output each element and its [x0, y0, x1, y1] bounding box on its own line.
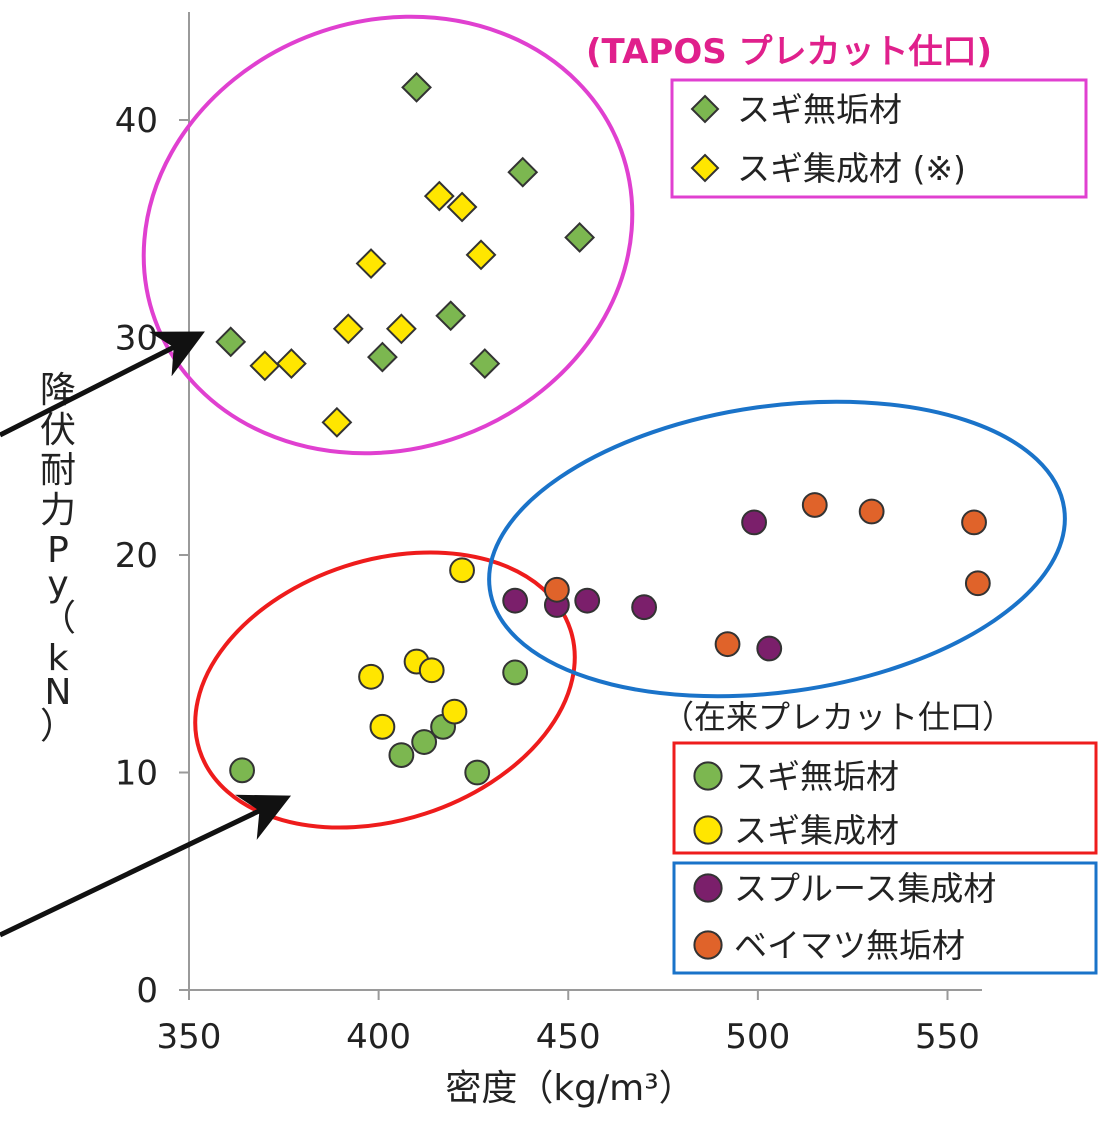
y-axis-label-char: P — [47, 530, 69, 571]
data-point-circle — [858, 498, 885, 525]
data-point-diamond — [215, 326, 247, 358]
data-point-diamond — [423, 180, 455, 212]
data-point-diamond — [321, 406, 353, 438]
legend-entry-label: スギ集成材 — [734, 811, 899, 850]
legend-box-imported — [672, 861, 1098, 975]
x-ticks: 350 400 450 500 550 — [157, 990, 980, 1057]
legend-box-sugi — [672, 741, 1098, 855]
data-point-diamond — [507, 156, 539, 188]
y-axis-label-char: 耐 — [40, 450, 76, 491]
y-axis-label-char: 力 — [40, 490, 76, 531]
data-point-circle — [369, 713, 396, 740]
data-point-circle — [502, 659, 529, 686]
legend-marker — [693, 873, 723, 903]
data-point-diamond — [385, 313, 417, 345]
y-ticks: 0 10 20 30 40 — [115, 101, 189, 1011]
y-tick-label: 30 — [115, 319, 158, 359]
legend-marker — [690, 94, 720, 124]
data-point-diamond — [401, 71, 432, 103]
conventional-sugi-ellipse — [193, 550, 577, 830]
y-tick-label: 20 — [115, 536, 158, 576]
data-point-circle — [449, 557, 475, 584]
data-point-circle — [411, 729, 438, 755]
data-point-circle — [964, 570, 991, 597]
data-point-diamond — [564, 222, 596, 253]
spruce-beimatsu-ellipse — [487, 399, 1067, 699]
legend-entry-label: スギ集成材 (※) — [737, 149, 966, 188]
x-tick-label: 550 — [915, 1017, 980, 1057]
x-tick-label: 400 — [346, 1017, 411, 1057]
data-point-circle — [441, 698, 468, 725]
x-tick-label: 350 — [157, 1017, 222, 1057]
data-point-circle — [502, 587, 529, 614]
data-point-circle — [464, 759, 491, 786]
data-point-diamond — [446, 191, 478, 223]
x-tick-label: 500 — [725, 1017, 790, 1057]
annotation-arrow-lower — [0, 794, 292, 938]
legend-heading-conventional: （在来プレカット仕口） — [662, 698, 1014, 736]
data-point-diamond — [465, 239, 497, 271]
annotation-arrow-upper — [0, 331, 205, 438]
data-point-circle — [418, 657, 445, 684]
data-points — [215, 71, 991, 786]
tapos-group-ellipse — [141, 14, 635, 456]
legend-marker — [693, 930, 723, 960]
data-point-circle — [229, 757, 255, 784]
legend-marker — [690, 153, 720, 183]
legend-marker — [693, 761, 723, 791]
legend-marker — [693, 815, 723, 845]
data-point-diamond — [355, 248, 387, 279]
legend-entry-label: ベイマツ無垢材 — [734, 926, 965, 965]
y-axis-label-char: y — [47, 564, 68, 605]
y-axis-label-char: N — [45, 672, 72, 713]
data-point-diamond — [275, 348, 307, 380]
legend-heading-tapos: (TAPOS プレカット仕口) — [586, 32, 992, 72]
x-tick-label: 450 — [536, 1017, 601, 1057]
data-point-circle — [741, 509, 767, 536]
legend-entry-label: スギ無垢材 — [734, 757, 899, 796]
y-tick-label: 10 — [115, 754, 158, 794]
y-axis-label-char: （ — [40, 598, 76, 639]
data-point-diamond — [332, 313, 364, 345]
data-point-circle — [961, 509, 987, 536]
y-tick-label: 0 — [136, 971, 158, 1011]
data-point-diamond — [435, 300, 467, 332]
legend-box-tapos — [670, 78, 1088, 199]
y-tick-label: 40 — [115, 101, 158, 141]
y-axis-label-char: 伏 — [40, 410, 76, 451]
x-axis-label: 密度（kg/m³） — [445, 1068, 694, 1109]
legend-entry-label: スギ無垢材 — [737, 90, 902, 129]
y-axis-label-char: k — [48, 638, 69, 679]
data-point-diamond — [469, 348, 501, 380]
y-axis-label-char: ） — [40, 706, 76, 747]
data-point-circle — [714, 631, 741, 658]
data-point-circle — [631, 594, 657, 621]
data-point-circle — [801, 492, 828, 518]
data-point-circle — [543, 576, 570, 603]
data-point-circle — [574, 587, 601, 614]
data-point-circle — [388, 742, 415, 768]
data-point-diamond — [367, 341, 398, 373]
data-point-circle — [756, 635, 783, 662]
data-point-diamond — [249, 350, 281, 382]
data-point-circle — [358, 663, 384, 690]
legend-entry-label: スプルース集成材 — [734, 869, 996, 908]
